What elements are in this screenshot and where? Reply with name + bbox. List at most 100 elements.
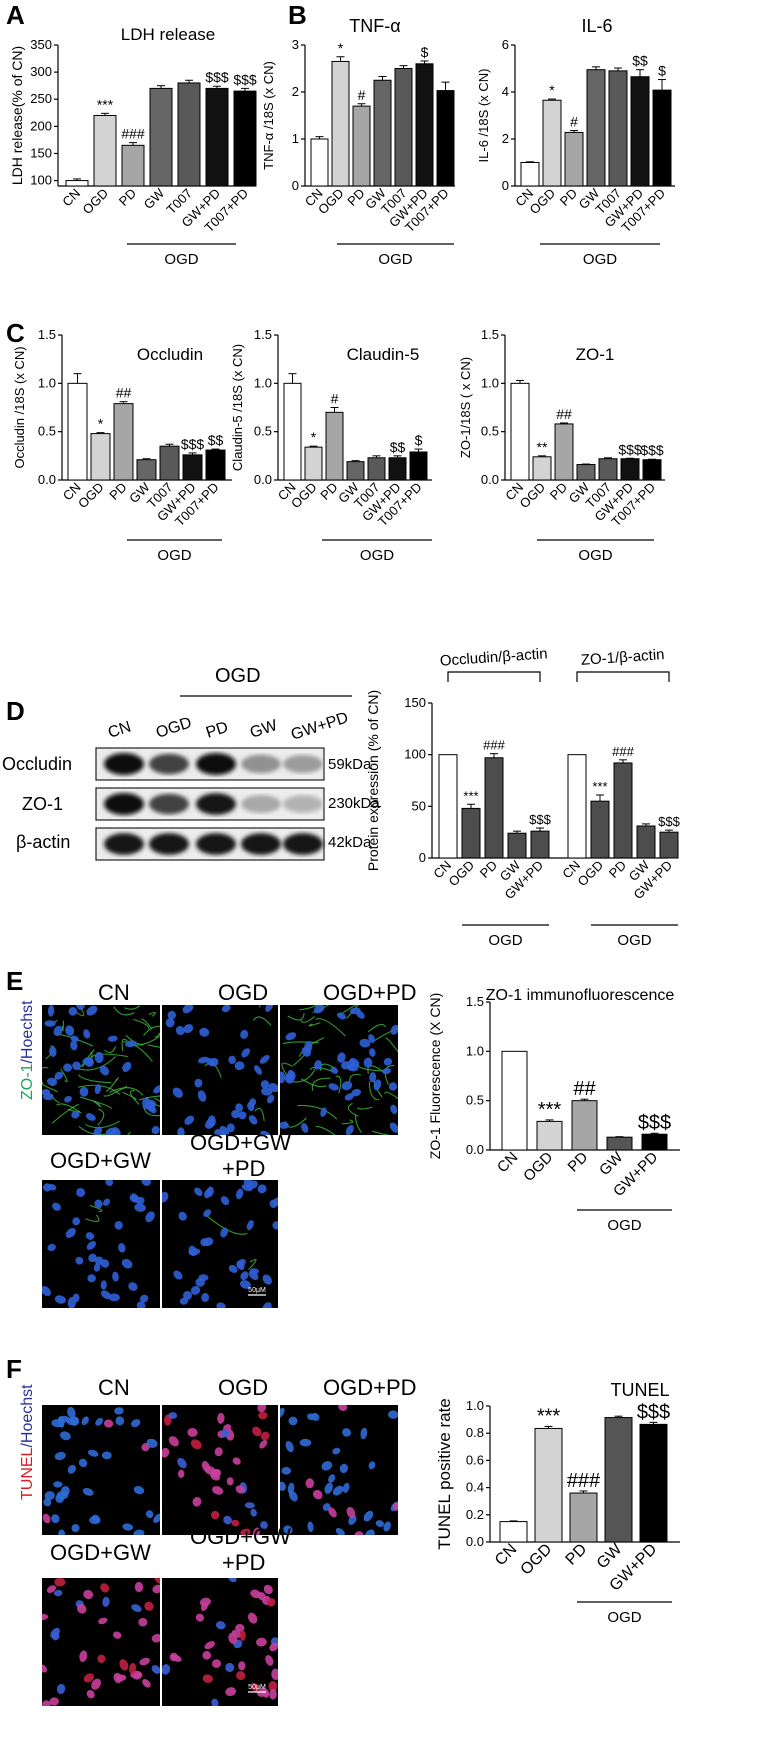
blot-band <box>241 833 281 855</box>
chart-zo1if: ZO-1 immunofluorescence 0.0 0.5 1.0 1.5 ZO-1 … <box>427 987 680 1234</box>
micrograph <box>162 1405 278 1535</box>
significance-annotation: $$$ <box>529 812 551 827</box>
significance-annotation: * <box>338 40 344 56</box>
significance-annotation: *** <box>592 779 607 794</box>
bar <box>598 458 618 481</box>
bar <box>554 423 574 481</box>
chart-title: ZO-1 immunofluorescence <box>486 987 675 1004</box>
blot-band <box>149 833 189 855</box>
bar <box>532 456 552 481</box>
y-tick-label: 1.5 <box>254 327 272 342</box>
category-label: PD <box>565 1149 592 1176</box>
significance-annotation: $ <box>658 63 666 79</box>
blot-column-label: GW <box>248 717 280 742</box>
chart-zo1: ZO-10.00.51.01.5ZO-1/18S ( x CN)CN**OGD#… <box>458 327 665 564</box>
image-label-e-ogd-gw-pd: OGD+GW +PD <box>190 1130 291 1181</box>
bar <box>652 89 672 187</box>
y-axis-label: ZO-1 Fluorescence (X CN) <box>427 993 443 1159</box>
panel-letter-c: C <box>6 318 25 348</box>
bar <box>438 754 458 859</box>
scale-bar-label: 50μM <box>248 1287 266 1294</box>
category-label: OGD <box>288 480 320 512</box>
image-label-e-ogd-gw: OGD+GW <box>50 1148 151 1173</box>
blot-band <box>196 753 236 775</box>
significance-annotation: $$$ <box>637 1401 670 1423</box>
significance-annotation: *** <box>537 1405 561 1427</box>
significance-annotation: $$ <box>390 439 406 455</box>
blot-band <box>283 795 323 813</box>
blot-band <box>196 793 236 815</box>
significance-annotation: ** <box>537 439 548 455</box>
blot-band <box>104 753 144 775</box>
y-tick-label: 1.0 <box>481 375 499 390</box>
category-label: PD <box>106 480 129 503</box>
micrograph <box>162 1005 278 1135</box>
western-blot: OGD CN OGD PD GW GW+PD Occludin ZO-1 β-a… <box>2 665 380 861</box>
blot-kda-occludin: 59kDa <box>328 756 372 773</box>
bar <box>113 403 134 481</box>
side-label-e: ZO-1/Hoechst <box>19 1000 36 1100</box>
y-tick-label: 2 <box>292 84 299 99</box>
bar <box>641 1133 668 1151</box>
significance-annotation: $$$ <box>658 814 680 829</box>
bar <box>642 459 662 481</box>
y-tick-label: 100 <box>30 173 52 188</box>
bar <box>388 457 407 481</box>
bar <box>409 451 428 481</box>
scale-bar-label: 50μM <box>248 1684 266 1691</box>
image-label-f-ogd: OGD <box>218 1375 268 1400</box>
chart-occludin: Occludin 0.0 0.5 1.0 1.5 Occludin /18S (x CN)… <box>12 327 232 564</box>
bar <box>136 459 157 481</box>
y-tick-label: 0.4 <box>466 1480 484 1495</box>
blot-strip <box>95 747 325 781</box>
bar <box>325 411 344 481</box>
y-axis-label: Protein expression (% of CN) <box>365 690 381 871</box>
y-tick-label: 0.5 <box>481 424 499 439</box>
chart-tunel: TUNEL 0.0 0.2 0.4 0.6 0.8 1.0 TUNEL positive ra… <box>435 1380 680 1626</box>
bar <box>636 825 656 859</box>
y-tick-label: 200 <box>30 118 52 133</box>
category-label: PD <box>547 480 570 503</box>
y-tick-label: 0.8 <box>466 1425 484 1440</box>
y-tick-label: 350 <box>30 37 52 52</box>
y-tick-label: 1.5 <box>38 327 56 342</box>
significance-annotation: *** <box>538 1099 562 1121</box>
blot-row-label-bactin: β-actin <box>16 832 70 852</box>
y-tick-label: 300 <box>30 64 52 79</box>
bar <box>415 63 434 187</box>
bar <box>507 832 527 859</box>
bar <box>576 464 596 481</box>
bar <box>630 76 650 187</box>
bar <box>233 90 257 187</box>
y-axis-label: IL-6 /18S (x CN) <box>476 69 491 163</box>
y-tick-label: 1.5 <box>466 994 484 1009</box>
chart-title: TNF-α <box>349 16 400 36</box>
group-label: Occludin/β-actin <box>439 645 548 669</box>
micrograph <box>280 1005 398 1135</box>
y-tick-label: 0.6 <box>466 1452 484 1467</box>
category-label: PD <box>116 186 139 209</box>
bar <box>659 831 679 859</box>
y-tick-label: 0.2 <box>466 1507 484 1522</box>
bar <box>571 1100 598 1151</box>
chart-ldh: LDH release 100 150 200 250 300 350 LDH release… <box>9 25 257 268</box>
bar <box>121 144 145 187</box>
category-label: PD <box>477 858 500 881</box>
category-label: PD <box>317 480 340 503</box>
significance-annotation: $ <box>421 44 429 60</box>
bar <box>331 60 350 187</box>
y-axis-label: LDH release(% of CN) <box>9 46 25 185</box>
micrograph <box>42 1405 160 1535</box>
category-label: OGD <box>517 480 549 512</box>
significance-annotation: $$$ <box>640 442 664 458</box>
category-label: PD <box>606 858 629 881</box>
bar <box>436 90 455 187</box>
image-label-f-ogd-gw-pd: OGD+GW +PD <box>190 1524 291 1575</box>
y-tick-label: 250 <box>30 91 52 106</box>
bar <box>586 69 606 187</box>
significance-annotation: $$$ <box>205 69 229 85</box>
y-tick-label: 1.0 <box>254 375 272 390</box>
y-tick-label: 100 <box>404 747 426 762</box>
panel-letter-d: D <box>6 696 25 726</box>
bar <box>352 105 371 187</box>
